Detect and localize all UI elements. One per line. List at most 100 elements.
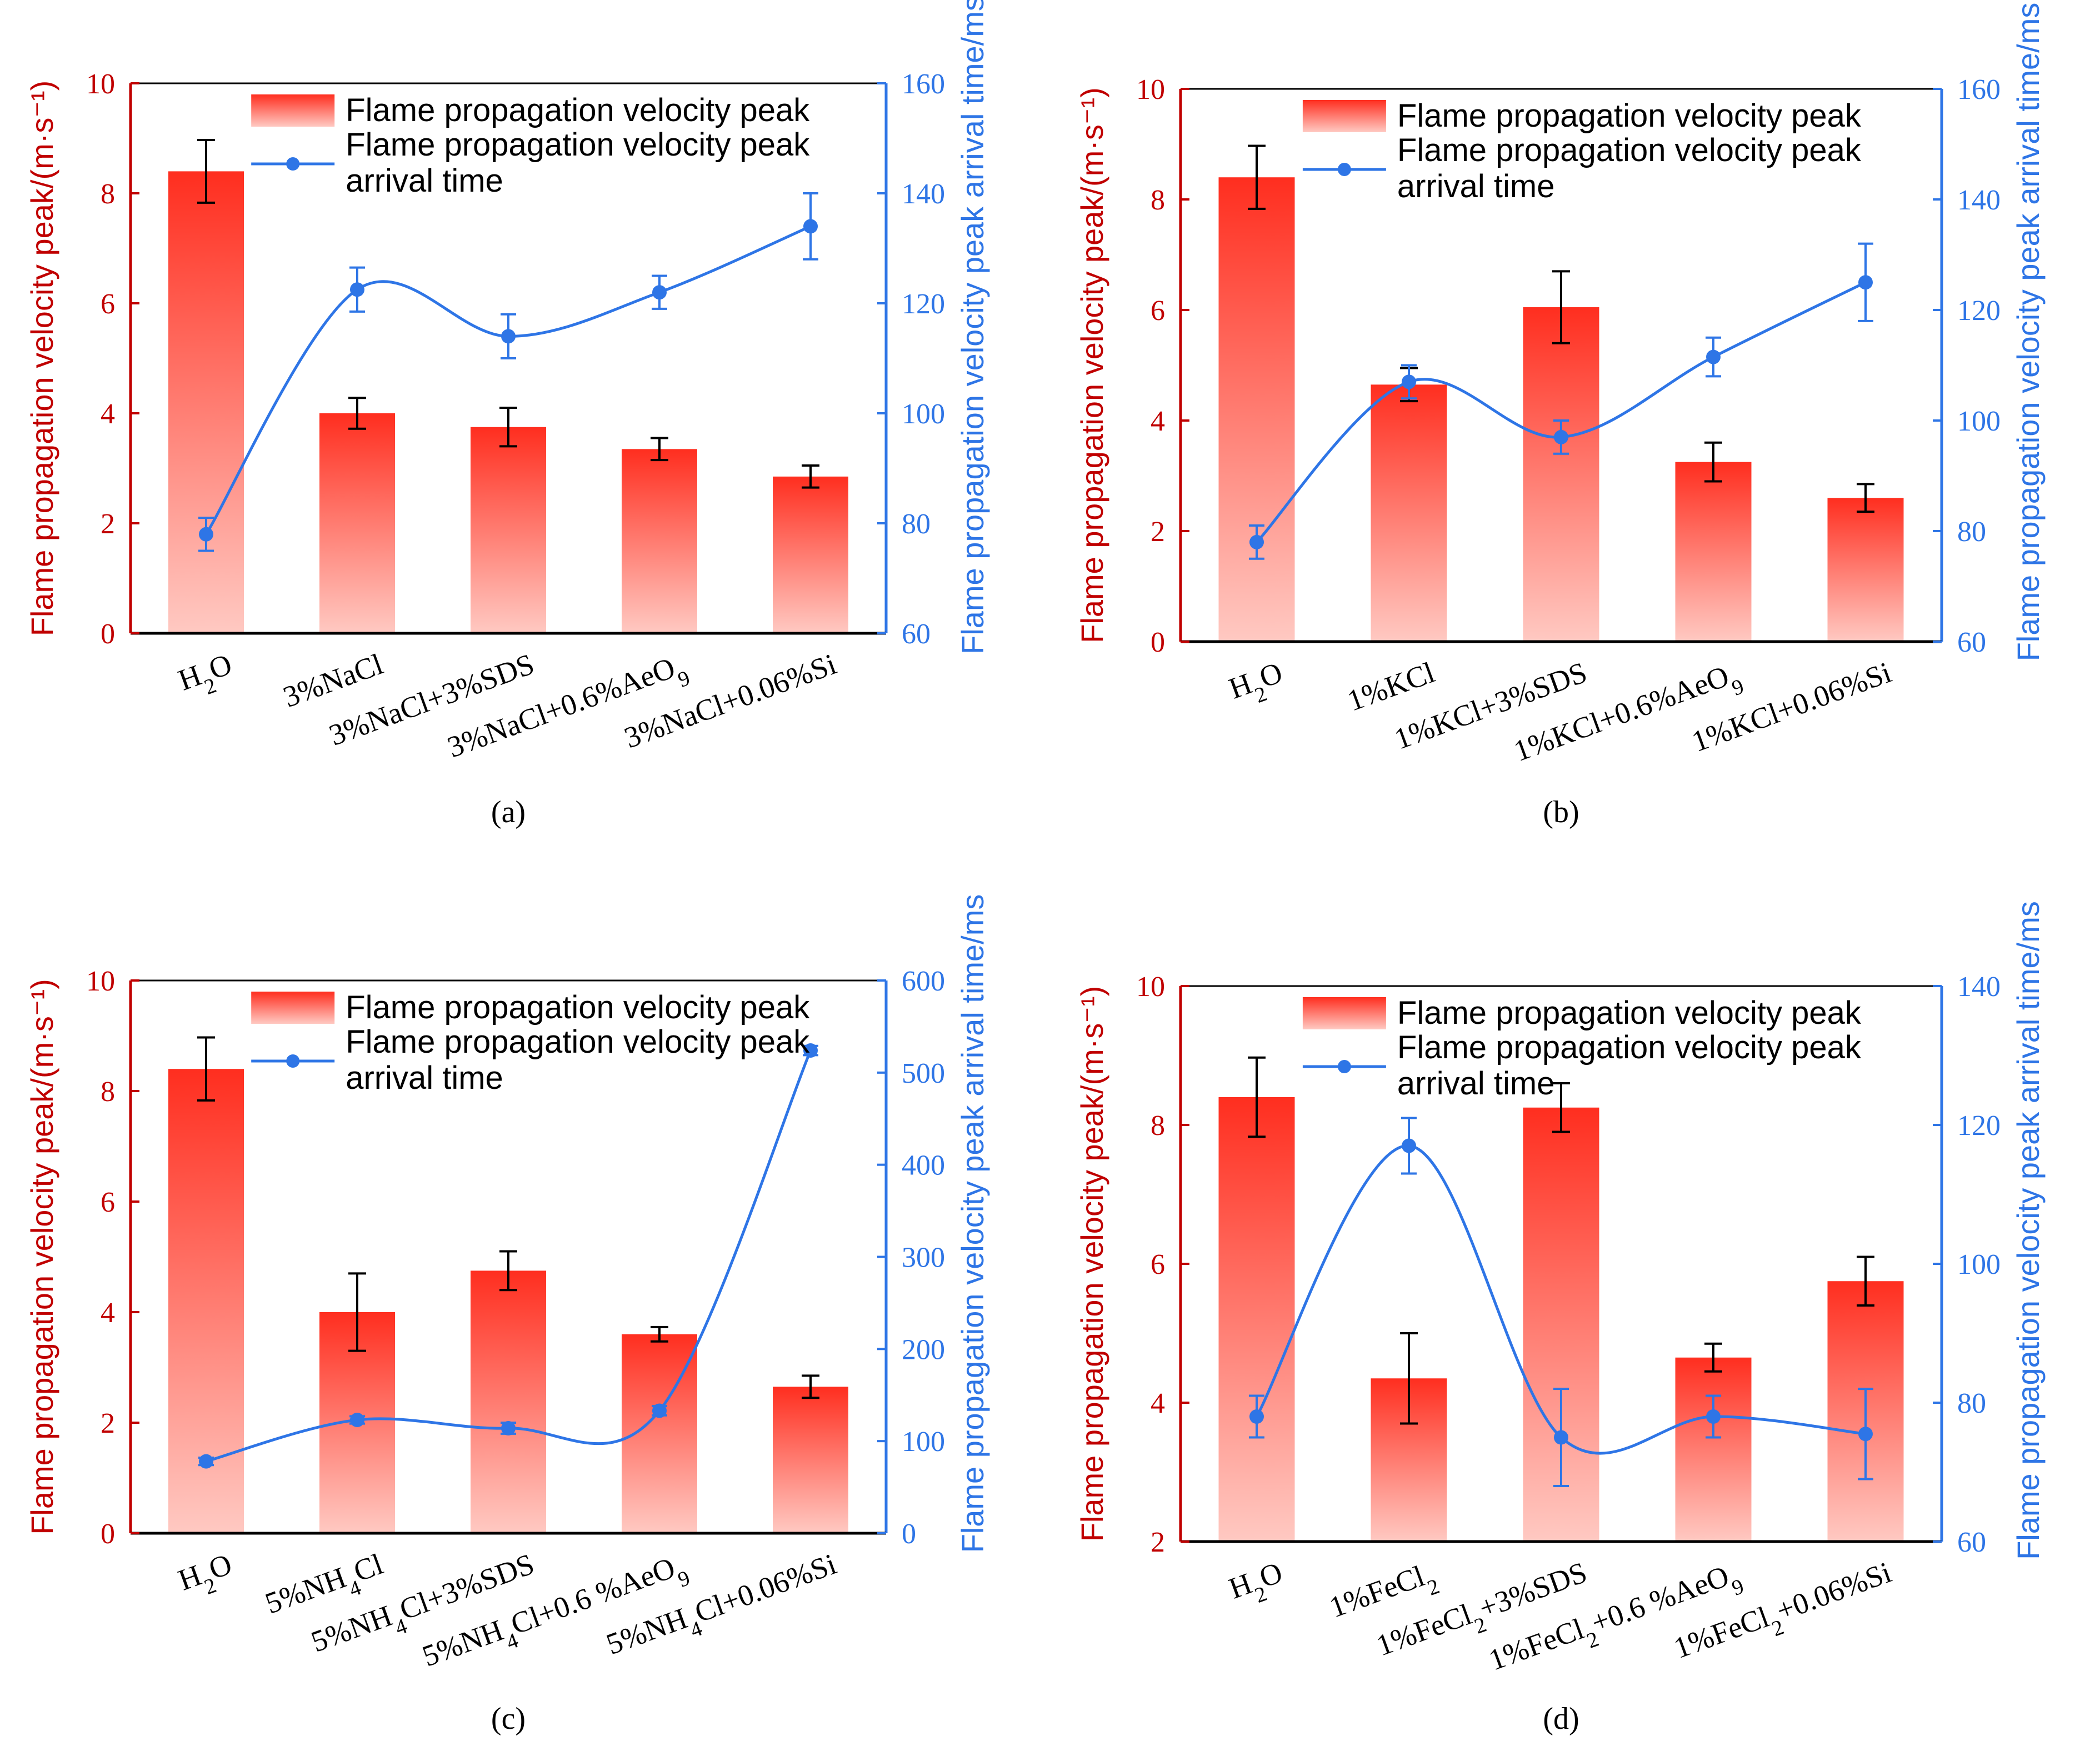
legend-line-label-cont: arrival time (1397, 1065, 1555, 1102)
right-tick-label: 160 (902, 68, 945, 100)
left-tick-label: 2 (101, 508, 115, 540)
arrival-time-point (1249, 534, 1264, 549)
bar (773, 1387, 848, 1533)
right-tick-label: 60 (1957, 1527, 1986, 1558)
bar (1523, 307, 1599, 642)
category-label: H2O (174, 1547, 239, 1607)
legend-line-label: Flame propagation velocity peak (1397, 1029, 1862, 1065)
panel-label: (a) (491, 795, 526, 829)
left-tick-label: 6 (1151, 295, 1165, 327)
left-tick-label: 10 (1136, 74, 1165, 106)
left-tick-label: 4 (1151, 406, 1165, 437)
right-tick-label: 400 (902, 1150, 945, 1182)
right-tick-label: 60 (902, 618, 931, 650)
left-tick-label: 2 (101, 1408, 115, 1439)
left-tick-label: 10 (1136, 971, 1165, 1003)
panel-label: (c) (491, 1702, 526, 1736)
arrival-time-point (1706, 1409, 1721, 1424)
left-tick-label: 8 (1151, 184, 1165, 216)
left-tick-label: 4 (101, 398, 115, 430)
arrival-time-point (350, 282, 364, 297)
bar (1218, 1097, 1295, 1542)
legend-bar-label: Flame propagation velocity peak (346, 989, 810, 1025)
bar (773, 476, 848, 633)
right-tick-label: 100 (1957, 406, 2001, 437)
left-tick-label: 2 (1151, 516, 1165, 548)
arrival-time-line (1255, 1144, 1866, 1455)
bar (319, 413, 395, 633)
right-tick-label: 120 (1957, 1110, 2001, 1142)
arrival-time-point (350, 1413, 364, 1428)
bar (1218, 177, 1295, 642)
right-tick-label: 140 (1957, 184, 2001, 216)
panel-label: (d) (1543, 1702, 1579, 1736)
left-tick-label: 6 (101, 288, 115, 320)
arrival-time-point (652, 285, 667, 300)
arrival-time-point (652, 1403, 667, 1418)
legend-line-label: Flame propagation velocity peak (346, 1024, 810, 1060)
legend-line-label: Flame propagation velocity peak (1397, 132, 1862, 168)
left-axis-title: Flame propagation velocity peak/(m·s⁻¹) (24, 979, 59, 1535)
category-label: H2O (174, 647, 239, 707)
right-tick-label: 120 (902, 288, 945, 320)
legend-bar-swatch (1302, 100, 1386, 132)
left-tick-label: 4 (1151, 1388, 1165, 1419)
arrival-time-point (199, 1454, 213, 1469)
left-tick-label: 10 (86, 965, 115, 997)
legend-line-label-cont: arrival time (1397, 168, 1555, 204)
right-tick-label: 140 (902, 178, 945, 210)
arrival-time-point (1402, 1138, 1416, 1153)
legend-line-marker (286, 157, 300, 171)
bar (1675, 1357, 1752, 1542)
legend-bar-label: Flame propagation velocity peak (1397, 98, 1862, 134)
legend-line-marker (286, 1054, 300, 1068)
arrival-time-point (501, 1420, 516, 1435)
legend-line-label-cont: arrival time (346, 1060, 503, 1096)
right-tick-label: 140 (1957, 971, 2001, 1003)
right-axis-title: Flame propagation velocity peak arrival … (955, 0, 990, 654)
legend-bar-label: Flame propagation velocity peak (1397, 995, 1862, 1031)
right-tick-label: 60 (1957, 627, 1986, 658)
right-tick-label: 80 (902, 508, 931, 540)
arrival-time-point (1249, 1409, 1264, 1424)
arrival-time-line (206, 1050, 812, 1463)
legend-line-label: Flame propagation velocity peak (346, 127, 810, 163)
left-tick-label: 0 (101, 1518, 115, 1550)
legend-bar-swatch (251, 94, 335, 127)
right-tick-label: 100 (902, 1426, 945, 1458)
right-tick-label: 0 (902, 1518, 916, 1550)
legend-bar-swatch (1302, 997, 1386, 1029)
left-tick-label: 0 (1151, 627, 1165, 658)
category-label: 1%KCl (1343, 656, 1439, 718)
right-tick-label: 500 (902, 1058, 945, 1089)
arrival-time-line (1256, 281, 1867, 543)
category-label: H2O (1224, 1555, 1290, 1615)
right-axis-title: Flame propagation velocity peak arrival … (2011, 901, 2046, 1560)
left-tick-label: 8 (101, 1076, 115, 1108)
legend-line-marker (1337, 163, 1351, 176)
panel-label: (b) (1543, 795, 1579, 829)
bar (168, 171, 244, 633)
left-axis-title: Flame propagation velocity peak/(m·s⁻¹) (1074, 986, 1109, 1542)
arrival-time-line (204, 225, 812, 536)
bar (1827, 498, 1904, 642)
legend-line-marker (1337, 1060, 1351, 1073)
arrival-time-point (803, 219, 818, 234)
bar (1371, 384, 1447, 642)
left-axis-title: Flame propagation velocity peak/(m·s⁻¹) (1074, 87, 1109, 643)
right-tick-label: 100 (902, 398, 945, 430)
left-tick-label: 0 (101, 618, 115, 650)
arrival-time-point (501, 329, 516, 344)
left-tick-label: 8 (1151, 1110, 1165, 1142)
bar (471, 427, 546, 633)
left-tick-label: 6 (1151, 1249, 1165, 1280)
right-tick-label: 160 (1957, 74, 2001, 106)
left-tick-label: 4 (101, 1297, 115, 1329)
legend-bar-swatch (251, 992, 335, 1024)
right-tick-label: 80 (1957, 516, 1986, 548)
bar (1675, 462, 1752, 642)
left-tick-label: 6 (101, 1187, 115, 1218)
category-label: H2O (1224, 656, 1290, 715)
